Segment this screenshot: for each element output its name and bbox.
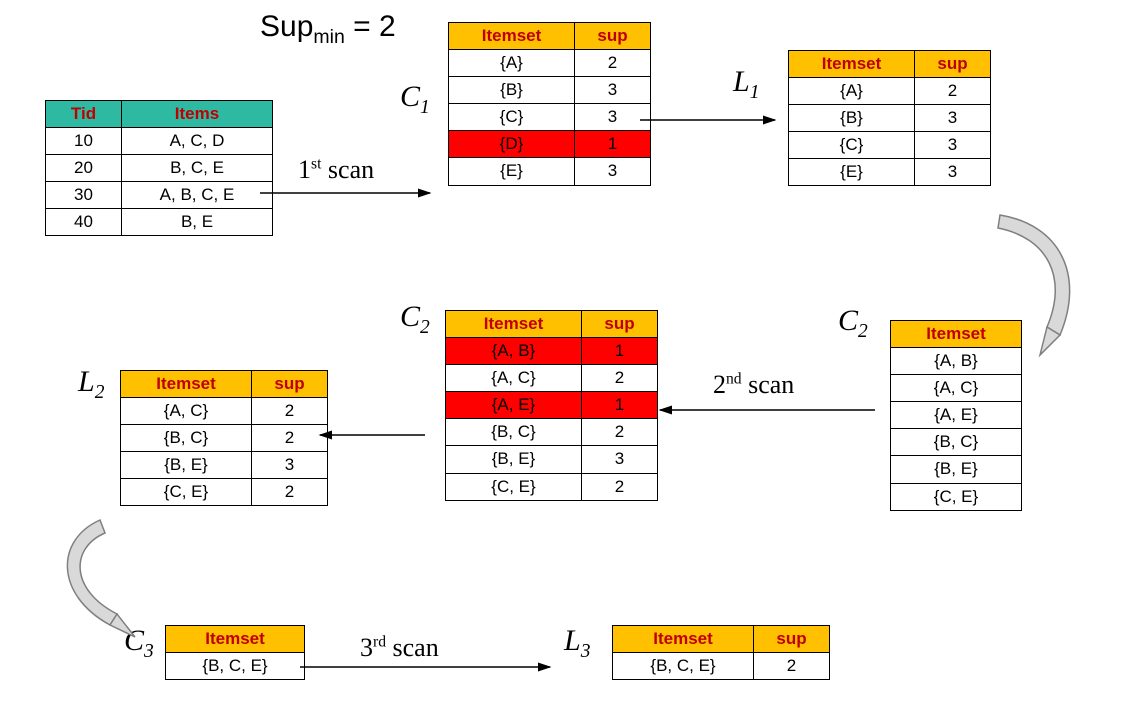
table-row: {B, C}2 (446, 419, 658, 446)
table-row: {C, E}2 (121, 479, 328, 506)
c2-col-sup: sup (582, 311, 658, 338)
c1-col-sup: sup (575, 23, 651, 50)
table-row: {E}3 (449, 158, 651, 185)
label-l2: L2 (78, 365, 104, 404)
label-l1: L1 (733, 65, 759, 104)
arrowhead-l1-c2cand (1040, 327, 1060, 355)
table-row: {B}3 (449, 77, 651, 104)
table-row: {B, E}3 (121, 452, 328, 479)
db-col-items: Items (122, 101, 273, 128)
l1-table: Itemset sup {A}2 {B}3 {C}3 {E}3 (788, 50, 991, 186)
table-row: {A, C} (891, 375, 1022, 402)
supmin-label: Supmin = 2 (260, 10, 396, 49)
label-c3: C3 (124, 624, 154, 663)
table-row: {B, E}3 (446, 446, 658, 473)
table-row: {A, C}2 (121, 398, 328, 425)
table-row: {B, E} (891, 456, 1022, 483)
c2-table: Itemset sup {A, B}1 {A, C}2 {A, E}1 {B, … (445, 310, 658, 501)
table-row: {A, B} (891, 348, 1022, 375)
table-row: 10A, C, D (46, 128, 273, 155)
l2-table: Itemset sup {A, C}2 {B, C}2 {B, E}3 {C, … (120, 370, 328, 506)
c1-table: Itemset sup {A}2 {B}3 {C}3 {D}1 {E}3 (448, 22, 651, 186)
scan2-label: 2nd scan (713, 370, 794, 400)
arrow-l2-c3 (67, 520, 117, 625)
l3-col-sup: sup (754, 626, 830, 653)
table-row: {C}3 (449, 104, 651, 131)
label-c2-cand: C2 (838, 304, 868, 343)
table-row: {B}3 (789, 105, 991, 132)
db-col-tid: Tid (46, 101, 122, 128)
label-c2: C2 (400, 300, 430, 339)
l1-col-sup: sup (915, 51, 991, 78)
l1-col-itemset: Itemset (789, 51, 915, 78)
table-row: {A}2 (789, 78, 991, 105)
arrow-l1-c2cand (998, 215, 1070, 335)
table-row: 30A, B, C, E (46, 182, 273, 209)
label-l3: L3 (564, 624, 590, 663)
table-row: {A}2 (449, 50, 651, 77)
table-row-pruned: {D}1 (449, 131, 651, 158)
scan1-label: 1st scan (298, 155, 374, 185)
l2-col-sup: sup (252, 371, 328, 398)
table-row: {B, C} (891, 429, 1022, 456)
l2-col-itemset: Itemset (121, 371, 252, 398)
table-row: 40B, E (46, 209, 273, 236)
table-row: {A, E} (891, 402, 1022, 429)
c1-col-itemset: Itemset (449, 23, 575, 50)
table-row: {C}3 (789, 132, 991, 159)
table-row: 20B, C, E (46, 155, 273, 182)
c2c-col-itemset: Itemset (891, 321, 1022, 348)
table-row: {C, E} (891, 483, 1022, 510)
table-row: {C, E}2 (446, 473, 658, 500)
db-table: Tid Items 10A, C, D 20B, C, E 30A, B, C,… (45, 100, 273, 236)
table-row: {B, C, E} (166, 653, 305, 680)
c2-col-itemset: Itemset (446, 311, 582, 338)
c3-table: Itemset {B, C, E} (165, 625, 305, 680)
l3-table: Itemset sup {B, C, E}2 (612, 625, 830, 680)
table-row: {A, C}2 (446, 365, 658, 392)
c3-col-itemset: Itemset (166, 626, 305, 653)
label-c1: C1 (400, 80, 430, 119)
l3-col-itemset: Itemset (613, 626, 754, 653)
table-row-pruned: {A, B}1 (446, 338, 658, 365)
table-row: {E}3 (789, 159, 991, 186)
table-row: {B, C}2 (121, 425, 328, 452)
scan3-label: 3rd scan (360, 633, 439, 663)
table-row-pruned: {A, E}1 (446, 392, 658, 419)
table-row: {B, C, E}2 (613, 653, 830, 680)
c2-cand-table: Itemset {A, B} {A, C} {A, E} {B, C} {B, … (890, 320, 1022, 511)
